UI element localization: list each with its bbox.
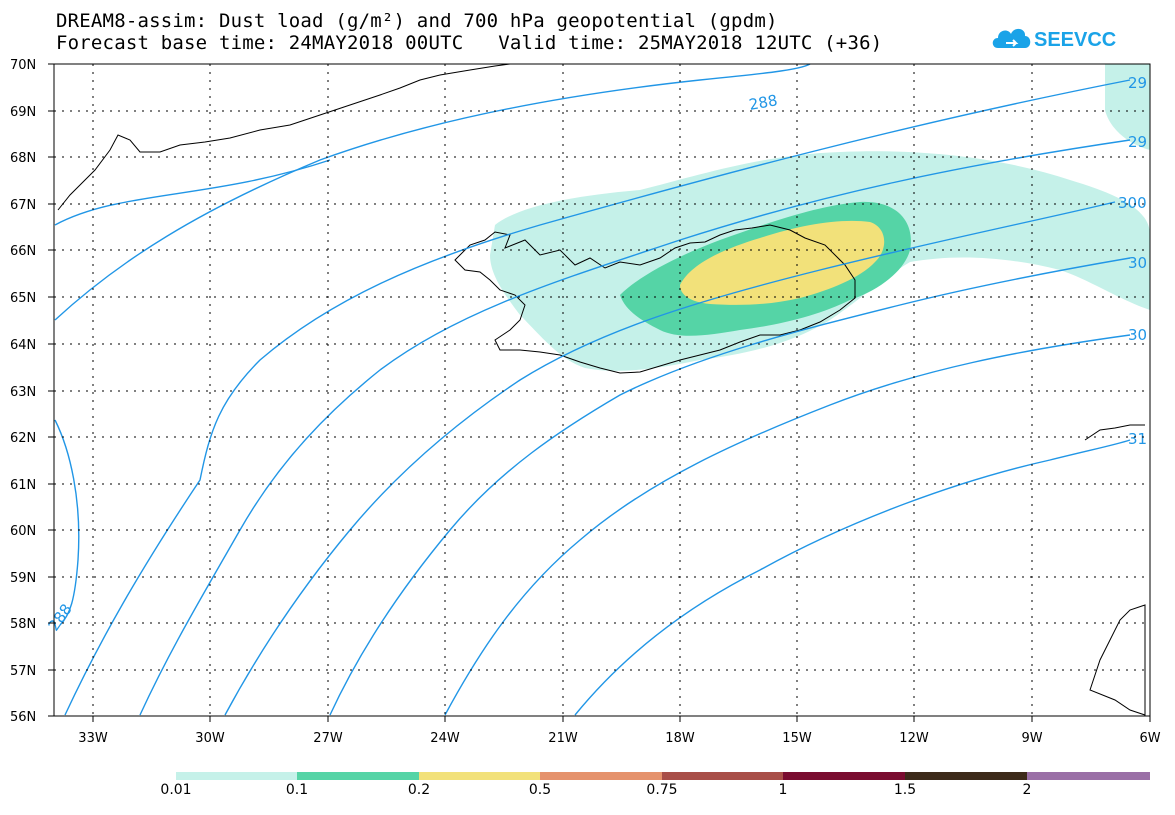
colorbar-swatch — [783, 772, 905, 780]
lat-label: 56N — [10, 710, 36, 725]
lon-label: 24W — [430, 731, 460, 746]
cloud-icon — [992, 28, 1031, 48]
contour-line — [329, 257, 1131, 716]
lon-label: 12W — [899, 731, 929, 746]
coastlines — [57, 63, 1146, 716]
colorbar-label: 2 — [1022, 782, 1032, 798]
dust-region-light-ne — [1105, 64, 1150, 150]
lon-label: 27W — [313, 731, 343, 746]
map-frame — [53, 63, 1151, 717]
geopotential-contours — [54, 63, 1131, 716]
lat-label: 60N — [10, 524, 36, 539]
contour-label: 288 — [748, 91, 779, 114]
contour-label: 31 — [1128, 430, 1147, 448]
contour-line — [54, 63, 811, 321]
contour-line — [444, 334, 1131, 716]
lat-label: 62N — [10, 431, 36, 446]
lat-label: 58N — [10, 617, 36, 632]
lat-label: 66N — [10, 244, 36, 259]
norway-coastline-lower — [1089, 604, 1146, 716]
contour-line — [54, 159, 331, 226]
colorbar-label: 0.75 — [646, 782, 678, 798]
colorbar-label: 0.01 — [160, 782, 192, 798]
title-line-2: Forecast base time: 24MAY2018 00UTC Vali… — [56, 32, 883, 54]
title-line-1: DREAM8-assim: Dust load (g/m²) and 700 h… — [56, 10, 778, 32]
colorbar-swatch — [419, 772, 540, 780]
colorbar-swatch — [176, 772, 297, 780]
colorbar-swatch — [1027, 772, 1150, 780]
contour-label: 29 — [1128, 133, 1147, 151]
contour-line — [574, 439, 1131, 716]
logo-text: SEEVCCC — [1034, 29, 1116, 51]
contour-label: 30 — [1128, 326, 1147, 344]
colorbar-label: 0.2 — [407, 782, 431, 798]
latitude-labels: 70N 69N 68N 67N 66N 65N 64N 63N 62N 61N … — [10, 58, 36, 725]
contour-label: 29 — [1128, 74, 1147, 92]
lon-label: 18W — [665, 731, 695, 746]
lat-label: 67N — [10, 198, 36, 213]
contour-label: 300 — [1118, 194, 1147, 212]
lat-label: 63N — [10, 385, 36, 400]
lon-label: 6W — [1139, 731, 1160, 746]
lat-label: 64N — [10, 338, 36, 353]
colorbar-swatch — [905, 772, 1027, 780]
lon-label: 30W — [195, 731, 225, 746]
colorbar-label: 0.1 — [285, 782, 309, 798]
longitude-labels: 33W 30W 27W 24W 21W 18W 15W 12W 9W 6W — [78, 731, 1160, 746]
colorbar-swatch — [540, 772, 662, 780]
contour-line — [64, 79, 1131, 716]
lat-label: 68N — [10, 151, 36, 166]
lat-label: 57N — [10, 664, 36, 679]
colorbar-label: 0.5 — [528, 782, 552, 798]
lat-label: 61N — [10, 478, 36, 493]
lon-label: 9W — [1021, 731, 1042, 746]
lat-label: 70N — [10, 58, 36, 73]
contour-label: 30 — [1128, 254, 1147, 272]
contour-line — [54, 419, 80, 626]
lat-label: 69N — [10, 105, 36, 120]
seevccc-logo: SEEVCCC — [992, 28, 1116, 51]
contour-line — [224, 201, 1116, 716]
greenland-coastline — [57, 63, 511, 211]
norway-coastline-upper — [1084, 424, 1145, 441]
colorbar-swatch — [662, 772, 783, 780]
contour-line — [139, 139, 1131, 716]
colorbar-label: 1.5 — [893, 782, 917, 798]
tick-marks — [48, 63, 1151, 722]
lon-label: 33W — [78, 731, 108, 746]
iceland-coastline — [454, 224, 856, 374]
lat-label: 65N — [10, 291, 36, 306]
colorbar-swatch — [297, 772, 419, 780]
dust-load-field — [490, 64, 1150, 371]
lat-lon-grid — [54, 64, 1150, 716]
lon-label: 21W — [548, 731, 578, 746]
lon-label: 15W — [782, 731, 812, 746]
colorbar-label: 1 — [778, 782, 788, 798]
lat-label: 59N — [10, 571, 36, 586]
dust-region-high — [680, 220, 885, 305]
